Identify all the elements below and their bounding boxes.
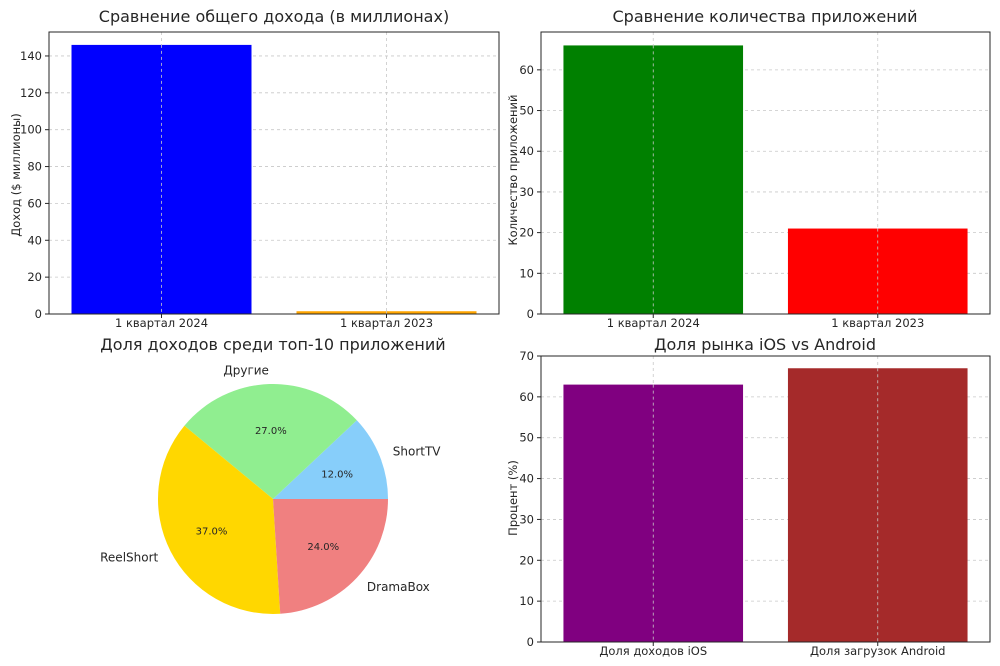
pie-slice-label: ReelShort bbox=[100, 550, 158, 564]
plot-frame bbox=[48, 31, 500, 315]
pie-slice-label: DramaBox bbox=[367, 580, 430, 594]
pie-percent-label: 12.0% bbox=[321, 470, 353, 481]
chart-title: Доля доходов среди топ-10 приложений bbox=[100, 335, 445, 354]
y-axis-label: Доход ($ миллионы) bbox=[9, 113, 23, 236]
pie-slice-label: ShortTV bbox=[393, 445, 442, 459]
y-tick-label: 50 bbox=[519, 104, 534, 118]
x-tick-label: Доля загрузок Android bbox=[810, 644, 945, 658]
bar bbox=[787, 368, 968, 642]
x-tick-label: 1 квартал 2023 bbox=[831, 316, 924, 330]
y-tick-label: 70 bbox=[519, 349, 534, 363]
y-tick-label: 0 bbox=[527, 635, 534, 649]
y-axis-label: Количество приложений bbox=[506, 95, 520, 246]
y-tick-label: 80 bbox=[27, 160, 42, 174]
pie-slice bbox=[273, 420, 388, 499]
chart-title: Сравнение общего дохода (в миллионах) bbox=[99, 7, 449, 26]
pie-slice bbox=[158, 425, 281, 614]
chart-ios-android-share: Доля рынка iOS vs Android Процент (%) 0 1… bbox=[506, 335, 991, 658]
x-tick-label: 1 квартал 2023 bbox=[340, 316, 433, 330]
y-tick-label: 50 bbox=[519, 431, 534, 445]
y-tick-label: 30 bbox=[519, 185, 534, 199]
y-tick-label: 120 bbox=[20, 86, 42, 100]
x-tick-label: 1 квартал 2024 bbox=[115, 316, 208, 330]
pie-percent-label: 27.0% bbox=[255, 426, 287, 437]
chart-revenue-share-pie: Доля доходов среди топ-10 приложений Sho… bbox=[100, 335, 446, 614]
x-tick-label: 1 квартал 2024 bbox=[607, 316, 700, 330]
pie-slice bbox=[273, 499, 388, 614]
pie-percent-label: 24.0% bbox=[307, 542, 339, 553]
y-tick-label: 0 bbox=[527, 307, 534, 321]
y-tick-label: 20 bbox=[519, 553, 534, 567]
y-tick-label: 40 bbox=[519, 472, 534, 486]
y-tick-label: 60 bbox=[519, 390, 534, 404]
y-tick-label: 20 bbox=[519, 226, 534, 240]
y-tick-label: 0 bbox=[35, 307, 42, 321]
chart-total-revenue: Сравнение общего дохода (в миллионах) До… bbox=[9, 7, 500, 330]
chart-title: Доля рынка iOS vs Android bbox=[654, 335, 876, 354]
pie-slice bbox=[184, 383, 357, 499]
plot-frame bbox=[540, 31, 991, 315]
plot-frame bbox=[540, 355, 991, 643]
y-axis-label: Процент (%) bbox=[506, 460, 520, 536]
y-tick-label: 30 bbox=[519, 512, 534, 526]
y-tick-label: 140 bbox=[20, 49, 42, 63]
y-tick-label: 60 bbox=[519, 63, 534, 77]
chart-title: Сравнение количества приложений bbox=[612, 7, 917, 26]
y-tick-label: 10 bbox=[519, 266, 534, 280]
pie-percent-label: 37.0% bbox=[196, 526, 228, 537]
y-tick-label: 40 bbox=[519, 144, 534, 158]
y-tick-label: 10 bbox=[519, 594, 534, 608]
y-tick-label: 20 bbox=[27, 270, 42, 284]
y-tick-label: 40 bbox=[27, 233, 42, 247]
x-tick-label: Доля доходов iOS bbox=[599, 644, 707, 658]
pie-slice-label: Другие bbox=[223, 363, 269, 377]
chart-app-count: Сравнение количества приложений Количест… bbox=[506, 7, 991, 330]
y-tick-label: 100 bbox=[20, 123, 42, 137]
y-tick-label: 60 bbox=[27, 196, 42, 210]
